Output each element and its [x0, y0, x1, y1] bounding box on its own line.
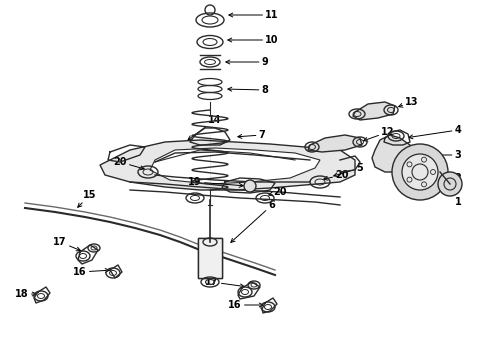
Text: 12: 12: [364, 127, 395, 141]
Polygon shape: [308, 135, 362, 152]
Text: 20: 20: [324, 170, 349, 180]
Text: 20: 20: [113, 157, 144, 170]
Polygon shape: [372, 135, 415, 172]
Circle shape: [402, 154, 438, 190]
Bar: [198, 238, 222, 278]
Text: 3: 3: [419, 150, 462, 160]
Text: 9: 9: [226, 57, 269, 67]
Polygon shape: [100, 140, 355, 190]
Text: 4: 4: [409, 125, 462, 139]
Text: 17: 17: [53, 237, 80, 251]
Text: 15: 15: [78, 190, 97, 207]
Polygon shape: [150, 148, 320, 184]
Circle shape: [438, 172, 462, 196]
Text: 5: 5: [334, 163, 364, 177]
Text: 7: 7: [238, 130, 266, 140]
Text: 16: 16: [228, 300, 263, 310]
Text: 10: 10: [228, 35, 279, 45]
Text: 14: 14: [188, 115, 222, 140]
Circle shape: [392, 144, 448, 200]
Text: 11: 11: [229, 10, 279, 20]
Text: 2: 2: [441, 173, 462, 183]
Text: 19: 19: [188, 177, 243, 187]
Text: 18: 18: [15, 289, 36, 299]
Bar: [198, 238, 222, 278]
Text: 16: 16: [73, 267, 109, 277]
Text: 20: 20: [269, 187, 287, 197]
Text: 13: 13: [399, 97, 419, 107]
Circle shape: [244, 180, 256, 192]
Text: 6: 6: [231, 200, 275, 242]
Text: 1: 1: [449, 191, 462, 207]
Text: 8: 8: [228, 85, 269, 95]
Polygon shape: [353, 102, 395, 120]
Text: 17: 17: [205, 277, 244, 288]
